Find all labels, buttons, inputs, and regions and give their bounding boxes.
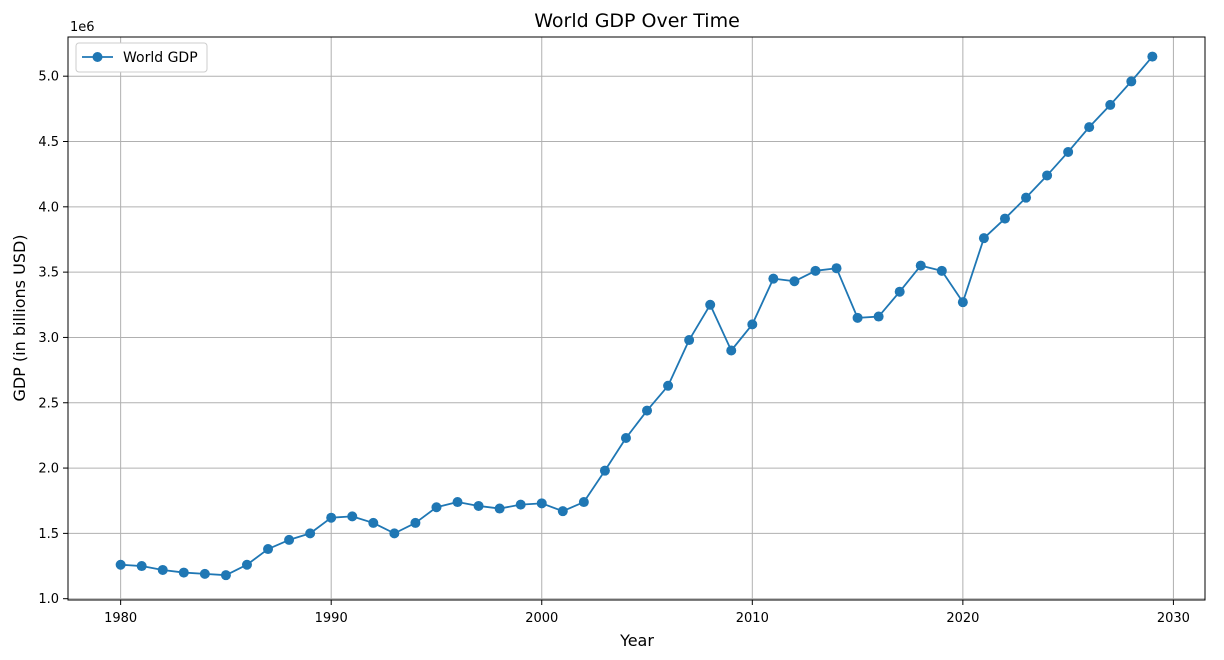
y-tick-label: 3.0 <box>38 331 59 346</box>
data-point <box>1063 146 1074 157</box>
y-offset-label: 1e6 <box>70 20 95 35</box>
y-tick-label: 1.0 <box>38 592 59 607</box>
data-point <box>115 559 126 570</box>
data-point <box>263 544 274 555</box>
y-tick-label: 4.0 <box>38 200 59 215</box>
data-point <box>705 299 716 310</box>
data-point <box>936 265 947 276</box>
y-tick-label: 2.0 <box>38 462 59 477</box>
x-axis-title: Year <box>619 631 654 650</box>
data-point <box>747 319 758 330</box>
x-tick-label: 2000 <box>525 611 558 626</box>
x-tick-label: 2030 <box>1157 611 1190 626</box>
chart-title: World GDP Over Time <box>534 10 740 32</box>
data-point <box>347 511 358 522</box>
data-point <box>831 263 842 274</box>
y-axis: 1.0 1.5 2.0 2.5 3.0 3.5 4.0 4.5 5.0 <box>38 70 68 607</box>
data-point <box>663 380 674 391</box>
y-tick-label: 4.5 <box>38 135 59 150</box>
data-point <box>1126 76 1137 87</box>
data-point <box>1105 99 1116 110</box>
data-point <box>599 465 610 476</box>
data-point <box>284 534 295 545</box>
data-point <box>305 528 316 539</box>
data-point <box>957 297 968 308</box>
data-point <box>1147 51 1158 62</box>
y-tick-label: 1.5 <box>38 527 59 542</box>
x-tick-label: 1980 <box>104 611 137 626</box>
data-point <box>873 311 884 322</box>
data-point <box>978 233 989 244</box>
x-tick-label: 2020 <box>946 611 979 626</box>
legend-box <box>75 42 208 73</box>
grid-lines <box>68 37 1205 600</box>
plot-frame <box>67 36 1206 601</box>
data-point <box>515 499 526 510</box>
data-point <box>410 517 421 528</box>
y-tick-label: 3.5 <box>38 266 59 281</box>
data-point <box>368 517 379 528</box>
data-point <box>789 276 800 287</box>
data-point <box>768 273 779 284</box>
x-tick-label: 1990 <box>315 611 348 626</box>
data-point <box>494 503 505 514</box>
data-point <box>1021 192 1032 203</box>
x-tick-label: 2010 <box>736 611 769 626</box>
data-point <box>431 502 442 513</box>
legend: World GDP <box>75 42 208 73</box>
data-point <box>157 564 168 575</box>
series-group <box>115 51 1158 581</box>
data-point <box>452 497 463 508</box>
data-point <box>620 433 631 444</box>
data-point <box>915 260 926 271</box>
data-point <box>220 570 231 581</box>
data-point <box>178 567 189 578</box>
data-point <box>810 265 821 276</box>
data-point <box>852 312 863 323</box>
data-point <box>557 506 568 517</box>
data-point <box>1042 170 1053 181</box>
data-point <box>894 286 905 297</box>
data-point <box>199 568 210 579</box>
series-line <box>120 56 1154 577</box>
data-point <box>726 345 737 356</box>
y-axis-title: GDP (in billions USD) <box>10 234 29 401</box>
x-axis: 1980 1990 2000 2010 2020 2030 <box>104 600 1190 626</box>
data-point <box>578 497 589 508</box>
data-point <box>684 335 695 346</box>
data-point <box>326 512 337 523</box>
legend-marker <box>92 52 103 62</box>
data-point <box>473 500 484 511</box>
data-point <box>241 559 252 570</box>
data-point <box>136 561 147 572</box>
y-tick-label: 5.0 <box>38 70 59 85</box>
legend-label: World GDP <box>123 50 198 66</box>
data-point <box>536 498 547 509</box>
data-point <box>999 213 1010 224</box>
data-point <box>1084 122 1095 133</box>
data-point <box>389 528 400 539</box>
y-tick-label: 2.5 <box>38 396 59 411</box>
data-point <box>642 405 653 416</box>
